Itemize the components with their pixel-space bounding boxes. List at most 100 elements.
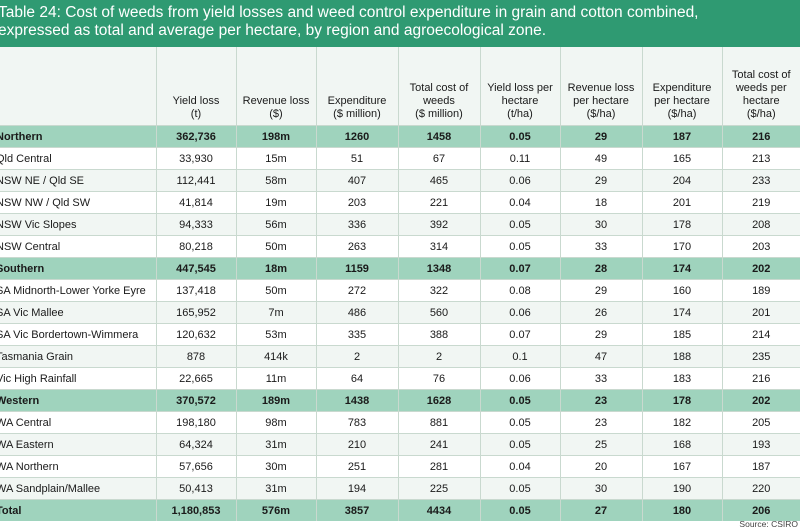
table-cell: 0.06 — [480, 367, 561, 390]
table-cell: 137,418 — [156, 279, 237, 302]
table-cell: 183 — [642, 367, 723, 390]
table-cell: 76 — [398, 367, 481, 390]
table-cell: 19m — [236, 191, 317, 214]
table-cell: 190 — [642, 477, 723, 500]
table-cell: 178 — [642, 389, 723, 412]
table-cell: 0.11 — [480, 147, 561, 170]
table-cell: 7m — [236, 301, 317, 324]
table-cell: 1628 — [398, 389, 481, 412]
table-cell: 194 — [316, 477, 399, 500]
table-cell: 233 — [722, 169, 800, 192]
table-cell: 221 — [398, 191, 481, 214]
table-title-line-2: expressed as total and average per hecta… — [0, 22, 547, 39]
table-cell: 206 — [722, 499, 800, 521]
table-cell: 263 — [316, 235, 399, 258]
table-cell: 160 — [642, 279, 723, 302]
table-cell: 251 — [316, 455, 399, 478]
row-label: WA Central — [0, 411, 157, 434]
column-header-3: Expenditure ($ million) — [316, 47, 399, 126]
table-cell: 51 — [316, 147, 399, 170]
table-cell: 362,736 — [156, 125, 237, 148]
table-cell: 210 — [316, 433, 399, 456]
table-cell: 201 — [642, 191, 723, 214]
table-cell: 241 — [398, 433, 481, 456]
table-cell: 2 — [398, 345, 481, 368]
table-cell: 50m — [236, 235, 317, 258]
table-cell: 201 — [722, 301, 800, 324]
table-row: WA Central 198,180 98m 783 881 0.05 23 182 205 — [0, 411, 800, 434]
table-header-row: Yield loss (t) Revenue loss ($) Expenditure(… — [0, 47, 800, 126]
table-cell: 11m — [236, 367, 317, 390]
column-header-6: Revenue loss per hectare ($/ha) — [560, 47, 643, 126]
row-label: Vic High Rainfall — [0, 367, 157, 390]
column-header-2: Revenue loss ($) — [236, 47, 317, 126]
table-cell: 165 — [642, 147, 723, 170]
table-cell: 0.05 — [480, 213, 561, 236]
table-cell: 388 — [398, 323, 481, 346]
table-cell: 202 — [722, 389, 800, 412]
table-cell: 23 — [560, 411, 643, 434]
table-row: SA Midnorth-Lower Yorke Eyre 137,418 50m 27… — [0, 279, 800, 302]
table-cell: 20 — [560, 455, 643, 478]
table-cell: 188 — [642, 345, 723, 368]
row-label: SA Midnorth-Lower Yorke Eyre — [0, 279, 157, 302]
row-label: WA Sandplain/Mallee — [0, 477, 157, 500]
row-label: NSW NE / Qld SE — [0, 169, 157, 192]
column-header-1: Yield loss (t) — [156, 47, 237, 126]
table-cell: 167 — [642, 455, 723, 478]
table-cell: 1,180,853 — [156, 499, 237, 521]
row-label: Western — [0, 389, 157, 412]
table-cell: 414k — [236, 345, 317, 368]
table-cell: 202 — [722, 257, 800, 280]
table-cell: 205 — [722, 411, 800, 434]
table-cell: 182 — [642, 411, 723, 434]
source-note: Source: CSIRO — [739, 519, 798, 529]
table-cell: 220 — [722, 477, 800, 500]
table-row: Qld Central 33,930 15m 51 67 0.11 49 165 213 — [0, 147, 800, 170]
table-cell: 560 — [398, 301, 481, 324]
table-cell: 204 — [642, 169, 723, 192]
table-cell: 0.07 — [480, 257, 561, 280]
table-cell: 57,656 — [156, 455, 237, 478]
table-cell: 0.07 — [480, 323, 561, 346]
table-cell: 214 — [722, 323, 800, 346]
row-label: WA Northern — [0, 455, 157, 478]
weed-cost-table: Yield loss (t) Revenue loss ($) Expenditure(… — [0, 47, 800, 521]
table-cell: 219 — [722, 191, 800, 214]
table-cell: 165,952 — [156, 301, 237, 324]
table-cell: 64 — [316, 367, 399, 390]
table-cell: 272 — [316, 279, 399, 302]
table-cell: 198,180 — [156, 411, 237, 434]
table-cell: 0.05 — [480, 125, 561, 148]
table-cell: 58m — [236, 169, 317, 192]
table-cell: 33 — [560, 367, 643, 390]
table-cell: 0.04 — [480, 191, 561, 214]
table-cell: 392 — [398, 213, 481, 236]
table-cell: 3857 — [316, 499, 399, 521]
table-cell: 29 — [560, 323, 643, 346]
table-cell: 203 — [722, 235, 800, 258]
table-cell: 120,632 — [156, 323, 237, 346]
row-label: NSW Vic Slopes — [0, 213, 157, 236]
table-cell: 29 — [560, 169, 643, 192]
table-cell: 18 — [560, 191, 643, 214]
table-cell: 203 — [316, 191, 399, 214]
column-header-5: Yield loss per hectare (t/ha) — [480, 47, 561, 126]
table-cell: 53m — [236, 323, 317, 346]
table-cell: 189 — [722, 279, 800, 302]
table-cell: 0.1 — [480, 345, 561, 368]
table-row: Vic High Rainfall 22,665 11m 64 76 0.06 33 183 2… — [0, 367, 800, 390]
table-cell: 18m — [236, 257, 317, 280]
table-row: WA Sandplain/Mallee 50,413 31m 194 225 0.05 30… — [0, 477, 800, 500]
region-row: Northern 362,736 198m 1260 1458 0.05 29 187 216 — [0, 125, 800, 148]
table-cell: 27 — [560, 499, 643, 521]
table-body: Northern 362,736 198m 1260 1458 0.05 29 187 216 Q… — [0, 125, 800, 521]
table-cell: 174 — [642, 257, 723, 280]
table-cell: 1458 — [398, 125, 481, 148]
table-cell: 15m — [236, 147, 317, 170]
column-header-8: Total cost of weeds per hectare ($/ha) — [722, 47, 800, 126]
column-header-4: Total cost of weeds ($ million) — [398, 47, 481, 126]
table-cell: 370,572 — [156, 389, 237, 412]
table-cell: 216 — [722, 125, 800, 148]
